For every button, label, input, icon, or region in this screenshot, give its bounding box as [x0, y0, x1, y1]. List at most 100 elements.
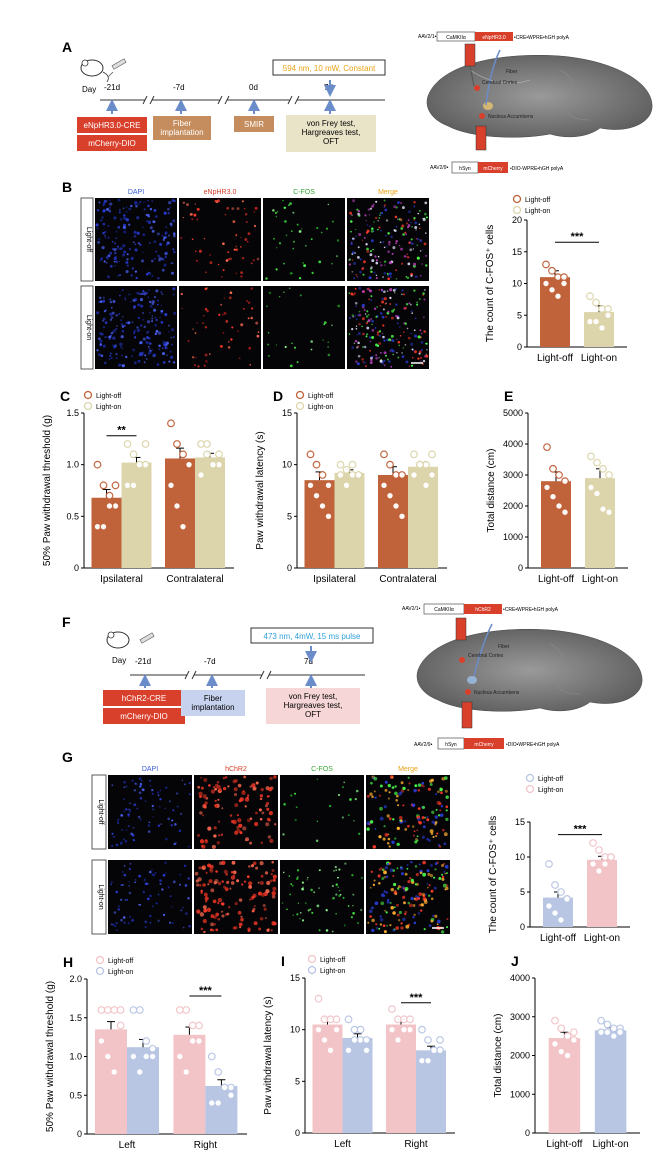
cell-dot: [175, 792, 179, 795]
cell-dot: [413, 830, 416, 833]
cell-dot: [443, 832, 448, 837]
cell-dot: [125, 261, 129, 264]
cell-dot: [418, 223, 421, 225]
cell-dot: [438, 802, 442, 806]
y-tick-label: 0: [295, 1128, 300, 1138]
cell-dot: [356, 334, 358, 336]
cell-dot: [366, 821, 371, 826]
cell-dot: [239, 236, 242, 239]
panel-a: A Day -21d -7d 0d 7d: [62, 31, 653, 174]
syringe-icon-f: [139, 632, 155, 644]
cell-dot: [402, 895, 406, 900]
data-point: [563, 1032, 572, 1041]
cell-dot: [379, 816, 384, 821]
legend-marker: [307, 965, 317, 975]
cell-dot: [266, 807, 270, 811]
cell-dot: [151, 804, 154, 808]
cell-dot: [227, 340, 230, 343]
cell-dot: [139, 200, 142, 203]
bar: [378, 475, 408, 568]
cell-dot: [436, 832, 439, 835]
cell-dot: [411, 312, 414, 314]
cell-dot: [434, 815, 438, 819]
cell-dot: [383, 351, 387, 355]
cell-dot: [403, 254, 407, 258]
cell-dot: [366, 310, 369, 313]
cell-dot: [266, 928, 270, 932]
cell-dot: [384, 264, 386, 266]
cell-dot: [318, 260, 322, 264]
cell-dot: [149, 226, 153, 230]
cell-dot: [211, 844, 216, 849]
cell-dot: [310, 340, 313, 343]
cell-dot: [386, 924, 389, 927]
cell-dot: [260, 892, 266, 897]
data-point: [406, 1015, 414, 1024]
cell-dot: [285, 234, 288, 237]
cell-dot: [105, 309, 107, 312]
cell-dot: [296, 913, 299, 916]
cell-dot: [418, 892, 423, 896]
cell-dot: [363, 309, 366, 312]
y-tick-label: 1.5: [69, 1013, 82, 1023]
cell-dot: [153, 240, 157, 244]
cell-dot: [166, 354, 168, 357]
cell-dot: [402, 293, 406, 296]
cell-dot: [282, 199, 284, 202]
cell-dot: [421, 816, 425, 820]
cell-dot: [441, 875, 445, 879]
cell-dot: [404, 886, 409, 891]
cell-dot: [370, 239, 374, 243]
cell-dot: [355, 789, 359, 793]
fiber-f-text: Fiber implantation: [191, 694, 234, 712]
x-tick-label: Ipsilateral: [313, 574, 356, 585]
data-point: [214, 1068, 223, 1076]
cell-dot: [323, 321, 327, 324]
data-point: [188, 1021, 197, 1030]
data-point: [306, 450, 315, 459]
cell-dot: [213, 923, 217, 926]
cell-dot: [292, 247, 295, 250]
cell-dot: [397, 218, 399, 221]
cell-dot: [410, 238, 413, 241]
cell-dot: [123, 865, 126, 867]
cell-dot: [214, 879, 219, 884]
data-point: [416, 460, 424, 469]
cell-dot: [151, 300, 155, 304]
data-point: [398, 512, 406, 521]
virus-box-a-1: [77, 117, 147, 133]
cell-dot: [138, 903, 140, 906]
brain-sagittal-a: [426, 55, 653, 138]
data-point: [569, 1028, 578, 1037]
brain-label-f-2: Nucleus Accumbens: [474, 690, 520, 696]
time-f-1: -7d: [204, 657, 216, 666]
cell-dot: [157, 824, 160, 827]
time-a-3: 7d: [324, 83, 333, 92]
cell-dot: [378, 835, 382, 839]
cell-dot: [121, 289, 124, 292]
cell-dot: [117, 908, 121, 911]
legend-label: Light-on: [96, 404, 121, 411]
cell-dot: [115, 230, 118, 233]
cell-dot: [268, 811, 273, 816]
data-point: [148, 1044, 157, 1053]
cell-dot: [118, 247, 121, 251]
promoter-top-f: CaMKIIα: [434, 607, 454, 613]
cell-dot: [381, 297, 384, 301]
cell-dot: [441, 828, 445, 832]
panel-label: H: [63, 954, 73, 970]
data-point: [103, 1006, 112, 1014]
virus-box-f-1: [103, 690, 185, 706]
cell-dot: [152, 815, 154, 818]
cell-dot: [165, 341, 169, 345]
cell-dot: [227, 346, 231, 349]
cell-dot: [331, 884, 335, 888]
data-point: [605, 508, 613, 517]
cell-dot: [144, 354, 147, 357]
cell-dot: [102, 296, 105, 299]
cell-dot: [378, 217, 381, 219]
cell-dot: [154, 323, 158, 327]
cell-dot: [217, 901, 220, 905]
cell-dot: [108, 337, 111, 341]
